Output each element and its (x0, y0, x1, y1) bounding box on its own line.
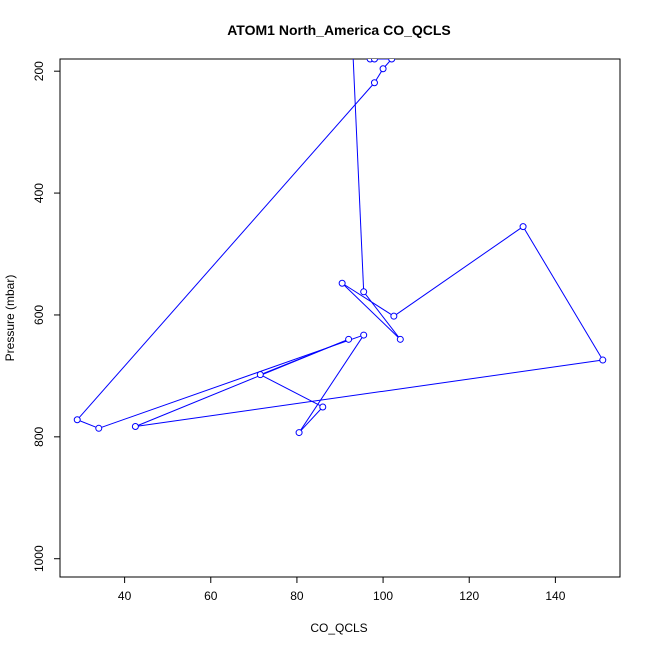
x-axis: 40 60 80 100 120 140 (118, 577, 566, 603)
data-point (396, 335, 404, 343)
data-point (390, 312, 398, 320)
series-line-segment (341, 282, 395, 317)
series-line-segment (298, 334, 365, 433)
y-tick-label: 600 (32, 305, 46, 325)
data-point (95, 424, 103, 432)
data-point (319, 403, 327, 411)
chart-title: ATOM1 North_America CO_QCLS (227, 22, 451, 38)
x-tick-label: 40 (118, 589, 132, 603)
series-line-segment (393, 226, 524, 317)
y-axis: 200 400 600 800 1000 (32, 61, 60, 572)
series-line-segment (368, 59, 371, 60)
series-line-segment (352, 59, 365, 292)
y-axis-label: Pressure (mbar) (3, 275, 17, 362)
series-line-segment (341, 282, 401, 340)
y-tick-label: 1000 (32, 545, 46, 572)
data-point (370, 59, 378, 63)
data-point (370, 79, 378, 87)
series-line-segment (260, 374, 323, 408)
x-axis-label: CO_QCLS (310, 621, 367, 635)
data-point (360, 331, 368, 339)
series-group (73, 50, 607, 437)
data-point (360, 288, 368, 296)
data-point (519, 223, 527, 231)
series-line-segment (98, 334, 364, 429)
data-point (599, 356, 607, 364)
y-tick-label: 200 (32, 61, 46, 81)
series-line-segment (522, 226, 604, 361)
x-tick-label: 80 (290, 589, 304, 603)
series-line-segment (77, 419, 99, 429)
series-line-segment (363, 291, 401, 340)
series-line-segment (135, 359, 603, 427)
data-point (256, 371, 264, 379)
x-tick-label: 100 (373, 589, 393, 603)
data-point (379, 65, 387, 73)
x-tick-label: 140 (545, 589, 565, 603)
data-point (73, 416, 81, 424)
data-point (388, 59, 396, 63)
y-tick-label: 400 (32, 183, 46, 203)
x-tick-label: 120 (459, 589, 479, 603)
data-point (338, 279, 346, 287)
series-line-segment (76, 82, 375, 421)
data-point (350, 50, 356, 56)
x-tick-label: 60 (204, 589, 218, 603)
plot-frame (59, 58, 621, 578)
data-point (295, 429, 303, 437)
data-point (131, 422, 139, 430)
series-line-segment (298, 406, 324, 433)
y-tick-label: 800 (32, 427, 46, 447)
data-point (345, 335, 353, 343)
